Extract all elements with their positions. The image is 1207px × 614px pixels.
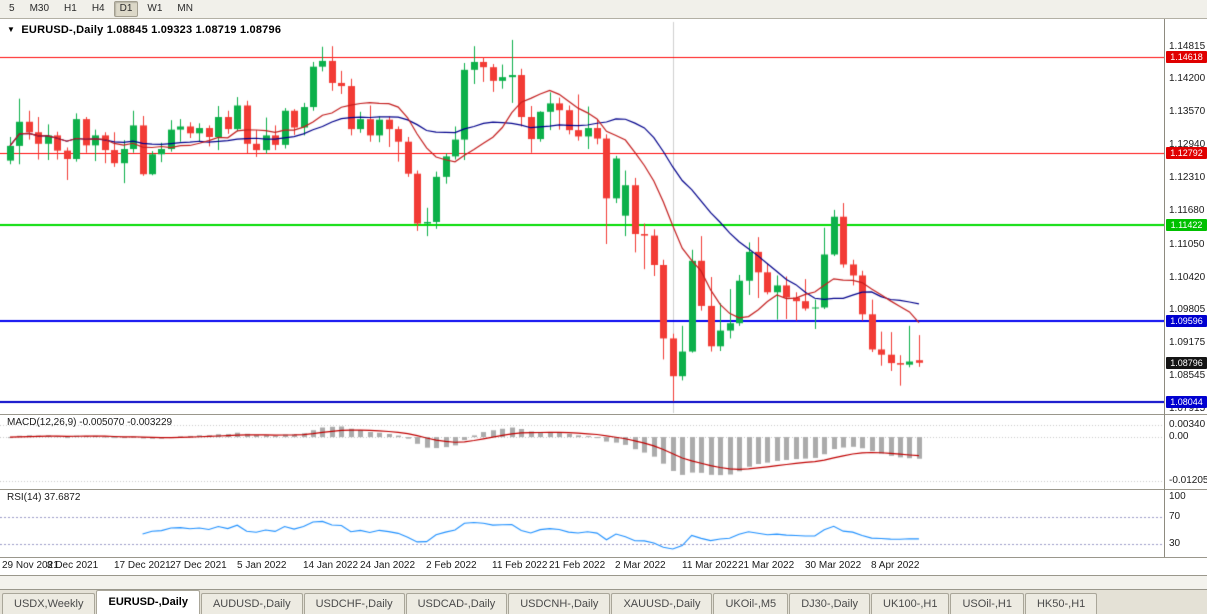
date-label: 11 Mar 2022 xyxy=(682,560,738,571)
macd-scale-tick: -0.01205 xyxy=(1169,475,1207,486)
chart-tabs-bar: USDX,Weekly EURUSD-,Daily AUDUSD-,Daily USD… xyxy=(0,589,1207,614)
macd-scale-tick: 0.00 xyxy=(1169,431,1189,442)
current-price-badge: 1.08796 xyxy=(1166,357,1207,369)
tab-uk100-h1[interactable]: UK100-,H1 xyxy=(871,593,950,614)
price-tick: 1.10420 xyxy=(1169,272,1206,283)
price-tick: 1.12940 xyxy=(1169,139,1206,150)
tab-xauusd-daily[interactable]: XAUUSD-,Daily xyxy=(611,593,713,614)
price-line-badge: 1.09596 xyxy=(1166,315,1207,327)
date-label: 21 Feb 2022 xyxy=(549,560,606,571)
price-tick: 1.09805 xyxy=(1169,304,1206,315)
date-label: 27 Dec 2021 xyxy=(170,560,227,571)
price-scale-separator xyxy=(1164,19,1165,557)
price-line-badge: 1.11422 xyxy=(1166,219,1207,231)
price-tick: 1.11050 xyxy=(1169,239,1205,250)
date-label: 29 Nov 2021 xyxy=(2,560,59,571)
date-axis-separator xyxy=(0,557,1207,558)
tab-audusd-daily[interactable]: AUDUSD-,Daily xyxy=(200,593,303,614)
date-label: 24 Jan 2022 xyxy=(360,560,416,571)
tab-dj30-daily[interactable]: DJ30-,Daily xyxy=(789,593,871,614)
price-tick: 1.14200 xyxy=(1169,73,1206,84)
macd-scale-tick: 0.00340 xyxy=(1169,419,1206,430)
price-line-badge: 1.12792 xyxy=(1166,147,1207,159)
rsi-scale-tick: 100 xyxy=(1169,491,1186,502)
period-button-m30[interactable]: M30 xyxy=(29,3,50,14)
price-tick: 1.13570 xyxy=(1169,106,1206,117)
date-label: 5 Jan 2022 xyxy=(237,560,287,571)
tab-hk50-h1[interactable]: HK50-,H1 xyxy=(1024,593,1098,614)
timeframe-toolbar: 5 M30 H1 H4 D1 W1 MN xyxy=(0,0,1207,19)
price-tick: 1.08545 xyxy=(1169,370,1206,381)
price-tick: 1.07915 xyxy=(1169,403,1206,414)
rsi-scale-tick: 70 xyxy=(1169,511,1181,522)
price-tick: 1.12310 xyxy=(1169,172,1206,183)
chart-symbol-label: EURUSD-,Daily xyxy=(21,24,104,36)
period-button-d1[interactable]: D1 xyxy=(113,1,139,17)
period-button-h1[interactable]: H1 xyxy=(64,3,77,14)
price-line-badge: 1.14618 xyxy=(1166,51,1207,63)
price-tick: 1.09175 xyxy=(1169,337,1206,348)
chart-title: ▼ EURUSD-,Daily 1.08845 1.09323 1.08719 … xyxy=(7,24,281,36)
macd-panel-separator[interactable] xyxy=(0,414,1207,415)
chart-canvas[interactable] xyxy=(0,19,1164,557)
chart-ohlc-readout: 1.08845 1.09323 1.08719 1.08796 xyxy=(106,24,282,36)
date-label: 8 Apr 2022 xyxy=(871,560,920,571)
date-label: 21 Mar 2022 xyxy=(738,560,795,571)
period-button-5[interactable]: 5 xyxy=(9,3,15,14)
collapse-triangle-icon[interactable]: ▼ xyxy=(7,25,16,34)
price-line-badge: 1.08044 xyxy=(1166,396,1207,408)
rsi-scale-tick: 30 xyxy=(1169,538,1181,549)
chart-bottom-separator xyxy=(0,575,1207,576)
tab-usdx-weekly[interactable]: USDX,Weekly xyxy=(2,593,96,614)
date-label: 2 Mar 2022 xyxy=(615,560,666,571)
rsi-label: RSI(14) 37.6872 xyxy=(7,492,81,503)
tab-eurusd-daily[interactable]: EURUSD-,Daily xyxy=(96,590,200,614)
date-label: 17 Dec 2021 xyxy=(114,560,171,571)
macd-label: MACD(12,26,9) -0.005070 -0.003229 xyxy=(7,417,173,428)
date-label: 11 Feb 2022 xyxy=(492,560,548,571)
tab-usdchf-daily[interactable]: USDCHF-,Daily xyxy=(303,593,405,614)
date-label: 14 Jan 2022 xyxy=(303,560,359,571)
price-tick: 1.11680 xyxy=(1169,205,1205,216)
tab-usoil-h1[interactable]: USOil-,H1 xyxy=(950,593,1024,614)
date-label: 2 Feb 2022 xyxy=(426,560,477,571)
period-button-h4[interactable]: H4 xyxy=(91,3,105,14)
date-label: 8 Dec 2021 xyxy=(47,560,99,571)
horizontal-scrollbar[interactable] xyxy=(0,576,1207,589)
price-tick: 1.14815 xyxy=(1169,41,1206,52)
tab-usdcnh-daily[interactable]: USDCNH-,Daily xyxy=(508,593,611,614)
rsi-panel-separator[interactable] xyxy=(0,489,1207,490)
tab-usdcad-daily[interactable]: USDCAD-,Daily xyxy=(405,593,508,614)
tab-ukoil-m5[interactable]: UKOil-,M5 xyxy=(713,593,789,614)
period-button-w1[interactable]: W1 xyxy=(147,3,163,14)
date-label: 30 Mar 2022 xyxy=(805,560,862,571)
period-button-mn[interactable]: MN xyxy=(177,3,193,14)
